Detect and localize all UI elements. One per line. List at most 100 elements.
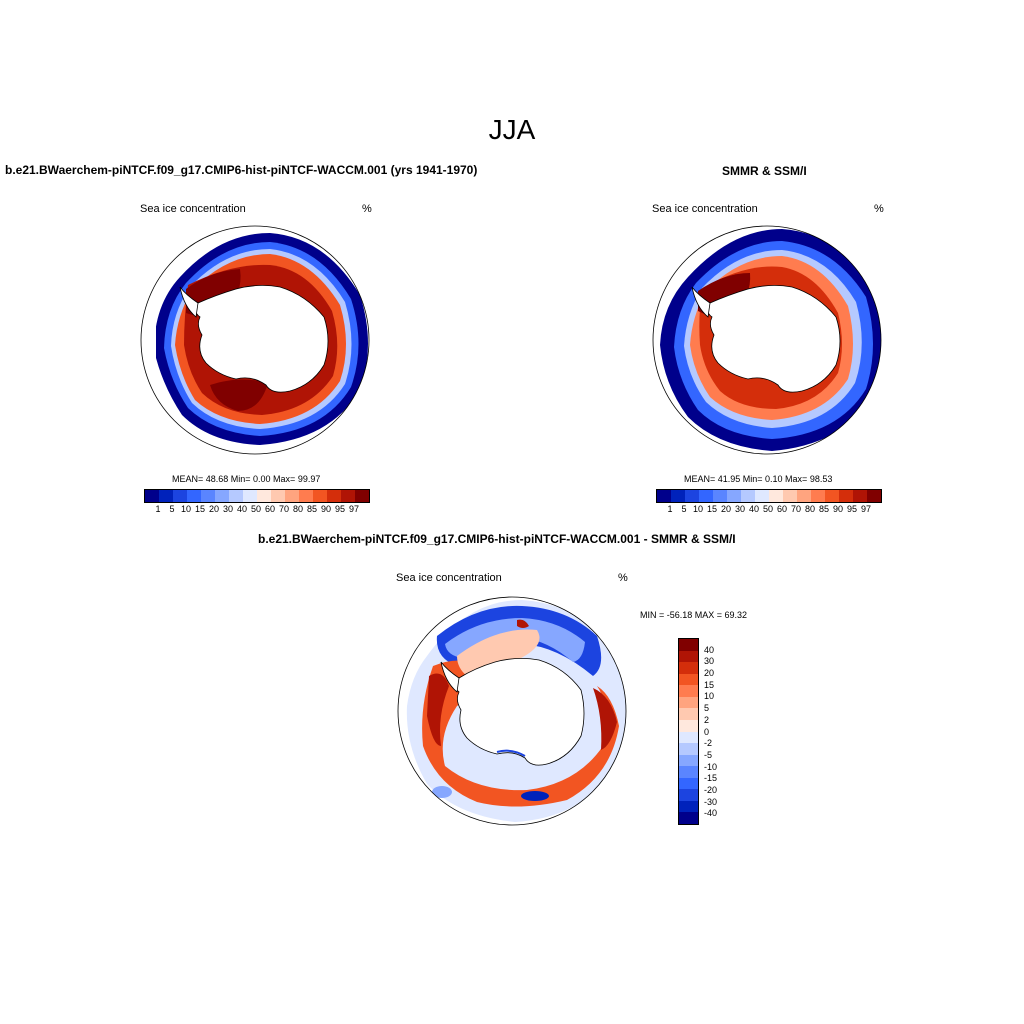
colorbar-swatch [341, 490, 355, 502]
colorbar-tick-label: 70 [278, 504, 290, 514]
colorbar-swatch [853, 490, 867, 502]
colorbar-tick-label: 85 [818, 504, 830, 514]
colorbar-tick-label: 97 [348, 504, 360, 514]
left-units-label: % [362, 203, 372, 215]
colorbar-swatch [679, 719, 698, 732]
diff-positive-core [427, 673, 449, 746]
colorbar-tick-label: 90 [832, 504, 844, 514]
diff-polar-map [397, 596, 627, 826]
diff-positive-north-patch [517, 619, 529, 628]
colorbar-swatch [679, 789, 698, 801]
colorbar-swatch [145, 490, 159, 502]
diff-ross-shelf-edge [496, 749, 526, 757]
colorbar-tick-label: 50 [762, 504, 774, 514]
colorbar-swatch [159, 490, 173, 502]
colorbar-tick-label: 60 [776, 504, 788, 514]
colorbar-swatch [327, 490, 341, 502]
figure-title: JJA [488, 114, 536, 145]
colorbar-tick-label: 20 [720, 504, 732, 514]
diff-negative-south [521, 791, 549, 801]
diff-variable-label: Sea ice concentration [396, 572, 502, 584]
colorbar-swatch [173, 490, 187, 502]
colorbar-tick-label: 10 [692, 504, 704, 514]
colorbar-tick-label: -30 [704, 796, 718, 807]
colorbar-tick-label: 20 [208, 504, 220, 514]
antarctic-peninsula [179, 286, 199, 318]
colorbar-swatch [679, 708, 698, 720]
colorbar-swatch [741, 490, 755, 502]
colorbar-swatch [271, 490, 285, 502]
right-panel-title: SMMR & SSM/I [722, 164, 807, 178]
colorbar-swatch [299, 490, 313, 502]
right-stats: MEAN= 41.95 Min= 0.10 Max= 98.53 [684, 474, 833, 484]
diff-positive-east [593, 688, 617, 750]
colorbar-swatch [727, 490, 741, 502]
colorbar-swatch [839, 490, 853, 502]
colorbar-tick-label: 30 [704, 656, 715, 667]
diff-colorbar [678, 638, 699, 825]
colorbar-swatch [769, 490, 783, 502]
right-polar-map [652, 225, 882, 455]
colorbar-swatch [679, 696, 698, 709]
colorbar-tick-label: 70 [790, 504, 802, 514]
colorbar-swatch [243, 490, 257, 502]
colorbar-tick-label: -10 [704, 761, 718, 772]
right-colorbar [656, 489, 882, 503]
antarctic-peninsula [440, 661, 460, 693]
colorbar-swatch [679, 743, 698, 755]
colorbar-tick-label: 1 [667, 504, 673, 514]
colorbar-tick-label: 1 [155, 504, 161, 514]
colorbar-tick-label: 97 [860, 504, 872, 514]
colorbar-swatch [797, 490, 811, 502]
diff-units-label: % [618, 572, 628, 584]
colorbar-swatch [215, 490, 229, 502]
colorbar-tick-label: 15 [706, 504, 718, 514]
colorbar-swatch [679, 685, 698, 697]
colorbar-swatch [313, 490, 327, 502]
colorbar-swatch [685, 490, 699, 502]
colorbar-tick-label: -5 [704, 749, 713, 760]
diff-negative-west [432, 786, 452, 798]
colorbar-swatch [657, 490, 671, 502]
colorbar-tick-label: 95 [334, 504, 346, 514]
colorbar-swatch [811, 490, 825, 502]
colorbar-tick-label: 40 [704, 644, 715, 655]
diff-negative-light [445, 618, 585, 662]
colorbar-tick-label: -15 [704, 773, 718, 784]
colorbar-swatch [867, 490, 881, 502]
colorbar-tick-label: 30 [222, 504, 234, 514]
colorbar-swatch [679, 639, 698, 651]
colorbar-swatch [671, 490, 685, 502]
antarctica-landmass [454, 658, 585, 766]
colorbar-swatch [679, 754, 698, 767]
colorbar-tick-label: 15 [194, 504, 206, 514]
colorbar-tick-label: -2 [704, 738, 713, 749]
colorbar-tick-label: 2 [704, 714, 710, 725]
right-variable-label: Sea ice concentration [652, 203, 758, 215]
left-colorbar-ticks: 1 5 10 15 20 30 40 50 60 70 80 85 90 95 97 [144, 504, 368, 516]
colorbar-tick-label: 20 [704, 668, 715, 679]
colorbar-swatch [679, 777, 698, 790]
colorbar-swatch [679, 731, 698, 744]
colorbar-tick-label: 10 [704, 691, 715, 702]
colorbar-swatch [285, 490, 299, 502]
colorbar-tick-label: 80 [804, 504, 816, 514]
colorbar-tick-label: 0 [704, 726, 710, 737]
colorbar-swatch [679, 673, 698, 686]
colorbar-tick-label: 60 [264, 504, 276, 514]
colorbar-tick-label: 40 [236, 504, 248, 514]
colorbar-swatch [229, 490, 243, 502]
left-colorbar [144, 489, 370, 503]
colorbar-tick-label: 15 [704, 679, 715, 690]
colorbar-swatch [187, 490, 201, 502]
diff-stats: MIN = -56.18 MAX = 69.32 [640, 610, 748, 620]
colorbar-tick-label: 85 [306, 504, 318, 514]
colorbar-swatch [355, 490, 369, 502]
colorbar-tick-label: 30 [734, 504, 746, 514]
diff-positive-light [457, 629, 540, 676]
left-variable-label: Sea ice concentration [140, 203, 246, 215]
colorbar-swatch [755, 490, 769, 502]
colorbar-swatch [825, 490, 839, 502]
antarctic-peninsula [691, 286, 711, 318]
colorbar-swatch [679, 812, 698, 824]
